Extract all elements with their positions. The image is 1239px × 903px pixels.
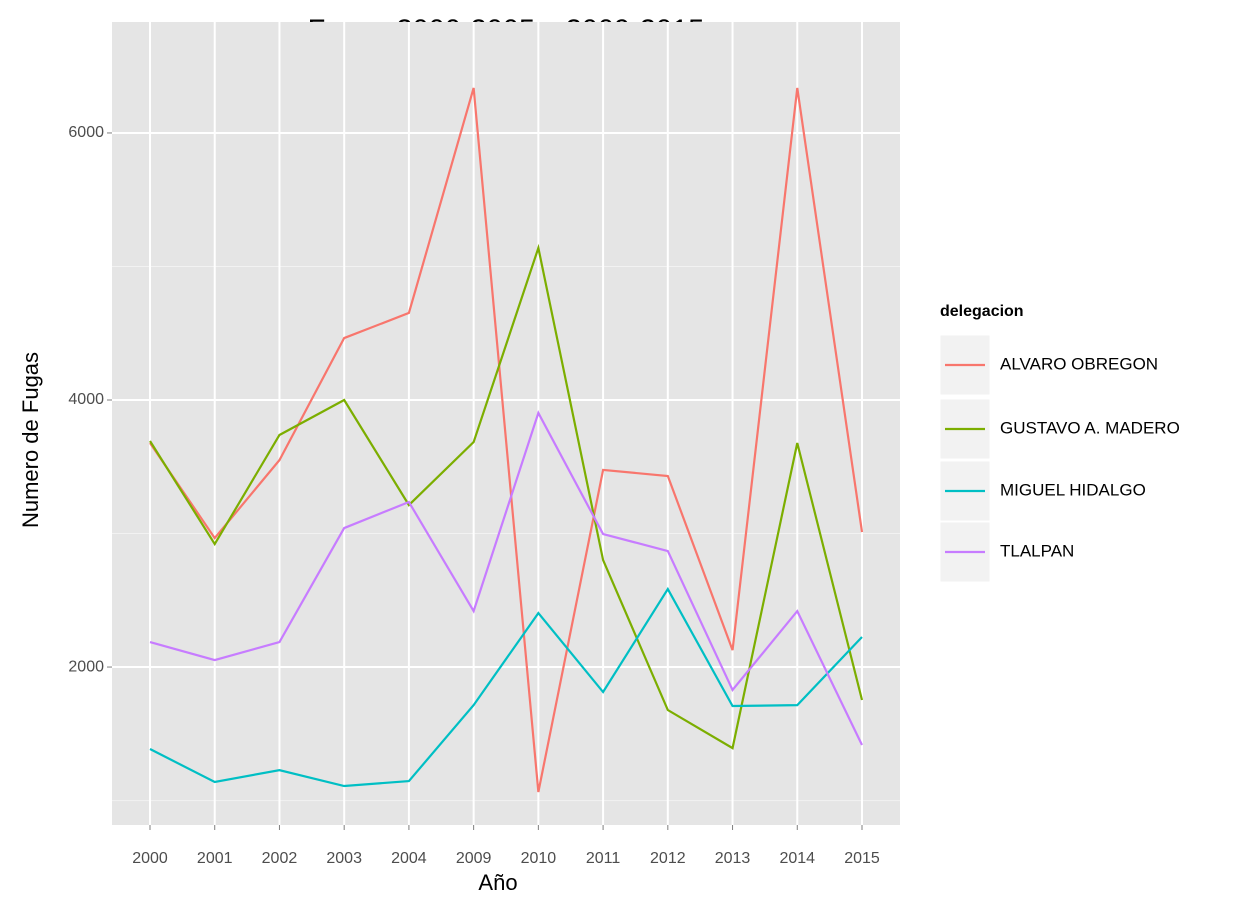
y-tick-label: 2000 — [68, 658, 104, 675]
x-axis-title: Año — [478, 870, 517, 895]
legend-label: ALVARO OBREGON — [1000, 354, 1158, 373]
x-tick-label: 2011 — [586, 850, 621, 867]
legend-title: delegacion — [940, 303, 1024, 320]
legend-label: TLALPAN — [1000, 541, 1074, 560]
x-tick-label: 2004 — [391, 850, 427, 867]
x-tick-label: 2014 — [779, 850, 815, 867]
plot-background — [112, 22, 900, 825]
x-tick-label: 2012 — [650, 850, 686, 867]
series-line — [149, 87, 864, 793]
series-line — [149, 243, 864, 750]
series-line — [149, 410, 863, 746]
x-tick-label: 2010 — [521, 850, 557, 867]
y-axis-title: Numero de Fugas — [18, 352, 43, 528]
x-tick-label: 2015 — [844, 850, 880, 867]
series-line — [149, 586, 863, 788]
x-tick-label: 2000 — [132, 850, 168, 867]
legend-label: GUSTAVO A. MADERO — [1000, 418, 1180, 437]
x-tick-label: 2013 — [715, 850, 751, 867]
x-tick-label: 2001 — [197, 850, 233, 867]
y-tick-label: 4000 — [68, 391, 104, 408]
legend-label: MIGUEL HIDALGO — [1000, 480, 1146, 499]
x-tick-label: 2009 — [456, 850, 492, 867]
x-tick-label: 2003 — [326, 850, 362, 867]
x-tick-label: 2002 — [262, 850, 298, 867]
y-tick-label: 6000 — [68, 124, 104, 141]
